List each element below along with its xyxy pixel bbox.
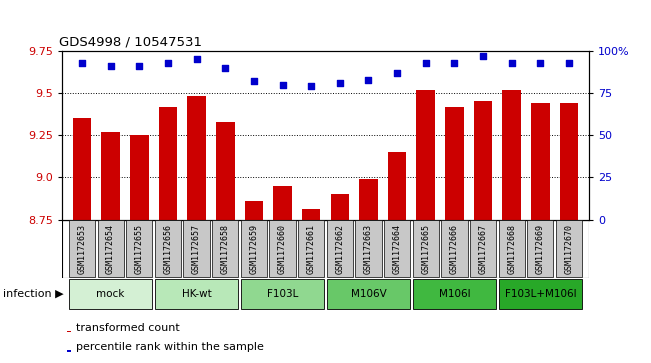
Text: F103L: F103L <box>267 289 298 299</box>
Text: GSM1172667: GSM1172667 <box>478 224 488 274</box>
Bar <box>331 194 349 220</box>
Bar <box>384 220 410 277</box>
Bar <box>327 220 353 277</box>
Text: GSM1172665: GSM1172665 <box>421 224 430 274</box>
Point <box>392 70 402 76</box>
Bar <box>560 103 578 220</box>
Text: GSM1172659: GSM1172659 <box>249 224 258 274</box>
Text: percentile rank within the sample: percentile rank within the sample <box>76 342 264 352</box>
Text: GSM1172653: GSM1172653 <box>77 224 87 274</box>
Bar <box>417 90 435 220</box>
Text: GSM1172664: GSM1172664 <box>393 224 402 274</box>
Point <box>163 60 173 66</box>
Point <box>506 60 517 66</box>
Text: GSM1172658: GSM1172658 <box>221 224 230 274</box>
Bar <box>155 220 181 277</box>
Text: F103L+M106I: F103L+M106I <box>505 289 576 299</box>
Bar <box>527 220 553 277</box>
Point <box>249 78 259 84</box>
Bar <box>503 90 521 220</box>
Text: GSM1172654: GSM1172654 <box>106 224 115 274</box>
Point <box>306 83 316 89</box>
Text: GSM1172660: GSM1172660 <box>278 224 287 274</box>
Bar <box>212 220 238 277</box>
Text: M106I: M106I <box>439 289 470 299</box>
Text: GSM1172655: GSM1172655 <box>135 224 144 274</box>
Text: GSM1172666: GSM1172666 <box>450 224 459 274</box>
Bar <box>98 220 124 277</box>
Text: HK-wt: HK-wt <box>182 289 212 299</box>
Point <box>363 77 374 82</box>
Text: GSM1172661: GSM1172661 <box>307 224 316 274</box>
Bar <box>388 152 406 220</box>
Bar <box>273 186 292 220</box>
Bar <box>359 179 378 220</box>
Bar <box>413 280 496 309</box>
Point <box>335 80 345 86</box>
Bar <box>159 106 177 220</box>
Bar <box>245 201 263 220</box>
Bar <box>69 220 95 277</box>
Text: transformed count: transformed count <box>76 323 180 333</box>
Text: GSM1172656: GSM1172656 <box>163 224 173 274</box>
Bar <box>499 220 525 277</box>
Bar <box>241 220 267 277</box>
Bar <box>499 280 582 309</box>
Bar <box>302 209 320 220</box>
Text: GSM1172662: GSM1172662 <box>335 224 344 274</box>
Point <box>421 60 431 66</box>
Bar <box>441 220 467 277</box>
Point <box>277 82 288 87</box>
Bar <box>298 220 324 277</box>
Bar <box>216 122 234 220</box>
Bar <box>556 220 582 277</box>
Point <box>478 53 488 59</box>
Bar <box>155 280 238 309</box>
Bar <box>187 97 206 220</box>
Point <box>77 60 87 66</box>
Text: GSM1172657: GSM1172657 <box>192 224 201 274</box>
Bar <box>69 280 152 309</box>
Bar <box>73 118 91 220</box>
Point <box>191 56 202 62</box>
Point <box>449 60 460 66</box>
Bar <box>445 106 464 220</box>
Text: GSM1172669: GSM1172669 <box>536 224 545 274</box>
Bar <box>531 103 549 220</box>
Bar <box>241 280 324 309</box>
Text: GSM1172668: GSM1172668 <box>507 224 516 274</box>
Point <box>220 65 230 70</box>
Bar <box>67 331 71 333</box>
Text: M106V: M106V <box>351 289 386 299</box>
Text: infection ▶: infection ▶ <box>3 289 64 299</box>
Bar <box>102 132 120 220</box>
Bar <box>130 135 148 220</box>
Bar <box>355 220 381 277</box>
Bar <box>270 220 296 277</box>
Bar <box>470 220 496 277</box>
Point <box>134 63 145 69</box>
Bar <box>474 102 492 220</box>
Text: mock: mock <box>96 289 125 299</box>
Point <box>105 63 116 69</box>
Bar <box>184 220 210 277</box>
Bar <box>327 280 410 309</box>
Point <box>564 60 574 66</box>
Point <box>535 60 546 66</box>
Bar <box>126 220 152 277</box>
Bar <box>413 220 439 277</box>
Text: GSM1172670: GSM1172670 <box>564 224 574 274</box>
Text: GSM1172663: GSM1172663 <box>364 224 373 274</box>
Text: GDS4998 / 10547531: GDS4998 / 10547531 <box>59 35 202 48</box>
